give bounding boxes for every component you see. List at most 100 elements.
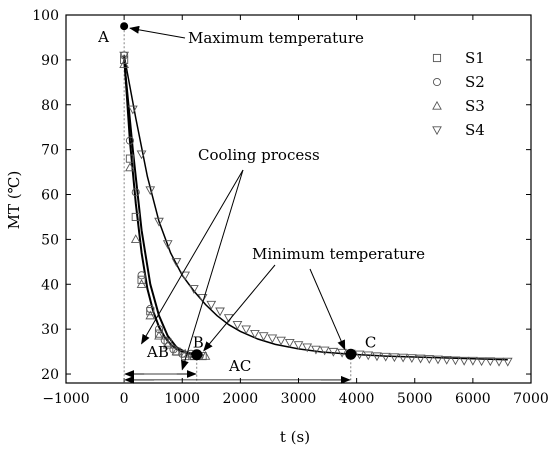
min-temp-arrow-b bbox=[203, 264, 276, 352]
data-markers bbox=[119, 51, 513, 367]
point-s4 bbox=[232, 321, 243, 330]
point-s3 bbox=[162, 339, 173, 349]
point-s4 bbox=[441, 356, 452, 365]
point-s4 bbox=[485, 357, 496, 367]
y-tick-label: 50 bbox=[41, 232, 59, 248]
min-temp-label: Minimum temperature bbox=[252, 245, 425, 263]
legend-label-s2: S2 bbox=[465, 73, 485, 91]
fit-curves bbox=[123, 55, 508, 361]
point-s4 bbox=[215, 307, 225, 317]
x-tick-label: 7000 bbox=[513, 391, 549, 407]
point-s1 bbox=[125, 154, 134, 163]
point-s4 bbox=[180, 271, 191, 281]
point-s2 bbox=[125, 136, 134, 145]
fit-curve-2 bbox=[123, 59, 203, 357]
x-tick-label: 4000 bbox=[339, 391, 375, 407]
point-s4 bbox=[433, 355, 443, 365]
point-s4 bbox=[380, 352, 391, 362]
point-s4 bbox=[136, 150, 147, 160]
point-s4 bbox=[398, 353, 408, 363]
point-a-label: A bbox=[97, 28, 109, 46]
point-s4 bbox=[162, 240, 173, 250]
cooling-label: Cooling process bbox=[198, 146, 320, 164]
point-s2 bbox=[160, 336, 169, 345]
point-s4 bbox=[354, 350, 365, 360]
point-s4 bbox=[258, 332, 269, 342]
point-s1 bbox=[120, 55, 129, 64]
point-s4 bbox=[406, 354, 417, 363]
axes: −1000 0 1000 2000 3000 4000 5000 6000 7000 20 30 40… bbox=[32, 8, 549, 407]
x-tick-label: 6000 bbox=[455, 391, 491, 407]
point-s4 bbox=[206, 300, 217, 310]
cooling-arrow-2 bbox=[181, 169, 244, 371]
point-s3 bbox=[200, 350, 211, 360]
min-temp-arrow-c bbox=[309, 268, 346, 351]
x-tick-label: 5000 bbox=[397, 391, 433, 407]
point-s4 bbox=[189, 285, 199, 294]
point-s4 bbox=[197, 294, 208, 303]
point-s2 bbox=[154, 325, 164, 334]
point-s4 bbox=[468, 356, 478, 366]
point-s4 bbox=[311, 345, 321, 355]
max-temp-label: Maximum temperature bbox=[188, 29, 364, 47]
point-s1 bbox=[146, 307, 155, 316]
point-s4 bbox=[145, 186, 156, 196]
cooling-arrow-1 bbox=[141, 169, 244, 345]
x-tick-label: 1000 bbox=[164, 391, 200, 407]
ac-label: AC bbox=[228, 357, 251, 375]
point-s4 bbox=[267, 334, 278, 344]
point-s4 bbox=[119, 51, 129, 61]
point-s3 bbox=[130, 234, 141, 244]
x-tick-label: 2000 bbox=[223, 391, 259, 407]
x-axis-title: t (s) bbox=[280, 428, 310, 446]
point-s3 bbox=[119, 59, 129, 69]
legend-label-s1: S1 bbox=[465, 49, 485, 67]
point-s4 bbox=[154, 217, 164, 227]
y-tick-label: 70 bbox=[41, 143, 59, 159]
annotations: Maximum temperature Cooling process Mini… bbox=[129, 25, 425, 375]
point-s4 bbox=[459, 356, 470, 366]
max-temp-arrow bbox=[129, 25, 186, 39]
y-tick-label: 40 bbox=[41, 277, 59, 293]
point-c-label: C bbox=[365, 333, 376, 351]
point-s3 bbox=[136, 279, 147, 288]
point-s4 bbox=[127, 105, 138, 115]
point-s4 bbox=[424, 355, 435, 364]
y-tick-label: 100 bbox=[32, 8, 59, 24]
point-s4 bbox=[241, 325, 252, 335]
point-b-label: B bbox=[193, 334, 204, 352]
point-s1 bbox=[154, 329, 164, 338]
legend-label-s3: S3 bbox=[465, 97, 485, 115]
y-tick-label: 30 bbox=[41, 322, 59, 338]
point-s2 bbox=[131, 188, 140, 197]
y-tick-label: 90 bbox=[41, 53, 59, 69]
point-s4 bbox=[302, 343, 313, 353]
point-b-dot bbox=[191, 349, 203, 361]
x-tick-label: 3000 bbox=[281, 391, 317, 407]
point-s3 bbox=[125, 162, 135, 172]
point-s4 bbox=[415, 354, 426, 364]
point-s4 bbox=[372, 352, 382, 362]
point-s4 bbox=[171, 258, 182, 267]
point-s3 bbox=[171, 346, 182, 356]
legend: S1 S2 S3 S4 bbox=[432, 49, 485, 139]
x-tick-label: −1000 bbox=[42, 391, 89, 407]
point-s4 bbox=[389, 353, 400, 363]
point-s1 bbox=[163, 338, 172, 347]
y-tick-label: 80 bbox=[41, 98, 59, 114]
point-s4 bbox=[276, 336, 286, 346]
legend-marker-s1 bbox=[432, 53, 442, 63]
point-s3 bbox=[145, 310, 156, 320]
point-s4 bbox=[494, 357, 504, 367]
point-s4 bbox=[363, 351, 374, 361]
point-s4 bbox=[450, 356, 461, 366]
y-axis-title: MT (℃) bbox=[5, 171, 23, 230]
y-tick-label: 20 bbox=[41, 367, 59, 383]
ab-label: AB bbox=[146, 343, 169, 361]
point-s1 bbox=[137, 275, 146, 284]
point-a-dot bbox=[120, 22, 129, 31]
point-s2 bbox=[137, 271, 146, 280]
point-s3 bbox=[154, 330, 164, 340]
fit-curve-3 bbox=[123, 55, 508, 361]
